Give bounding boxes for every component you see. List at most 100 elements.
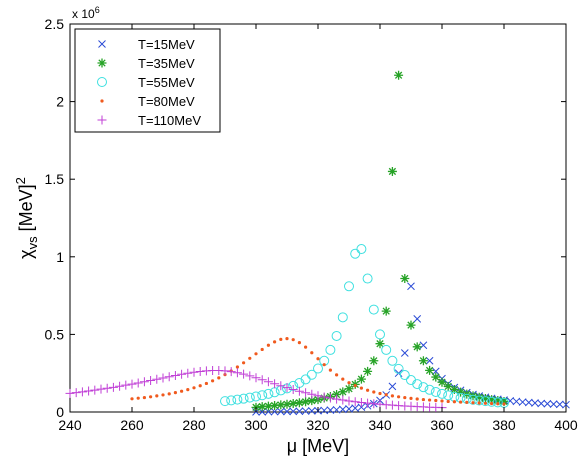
- data-point: [164, 372, 174, 382]
- data-point: [266, 343, 270, 347]
- y-tick-label: 0.5: [45, 326, 65, 342]
- data-point: [397, 395, 401, 399]
- data-point: [378, 391, 382, 396]
- data-point: [344, 281, 354, 292]
- data-point: [493, 396, 503, 406]
- data-point: [524, 398, 533, 407]
- y-axis-label: χvs [MeV]2: [13, 177, 40, 259]
- data-point: [242, 361, 246, 365]
- data-point: [400, 274, 410, 284]
- data-point: [381, 306, 391, 316]
- data-point: [496, 402, 500, 406]
- data-point: [220, 396, 230, 407]
- data-point: [375, 339, 385, 349]
- data-point: [239, 369, 249, 379]
- data-point: [84, 386, 94, 396]
- data-point: [456, 387, 466, 397]
- x-tick-label: 360: [430, 417, 454, 433]
- data-point: [289, 407, 298, 416]
- data-point: [338, 387, 348, 397]
- data-point: [173, 391, 177, 395]
- data-point: [363, 366, 373, 376]
- data-point: [322, 363, 326, 367]
- data-point: [366, 388, 370, 392]
- data-point: [320, 406, 329, 415]
- series-4: [130, 336, 506, 406]
- data-point: [313, 391, 323, 401]
- data-point: [512, 397, 521, 406]
- data-point: [465, 400, 469, 404]
- data-point: [332, 394, 342, 404]
- data-point: [301, 397, 311, 407]
- data-point: [310, 351, 314, 355]
- data-point: [347, 381, 351, 385]
- data-point: [537, 399, 546, 408]
- x-tick-label: 280: [182, 417, 206, 433]
- data-point: [133, 378, 143, 388]
- data-point: [359, 386, 363, 390]
- data-point: [400, 349, 409, 357]
- data-marks: [65, 70, 570, 416]
- data-point: [471, 401, 475, 405]
- series-5: [65, 366, 447, 413]
- data-point: [96, 384, 106, 394]
- data-point: [263, 401, 273, 411]
- data-point: [251, 373, 261, 383]
- y-tick-label: 2.5: [45, 16, 65, 32]
- data-point: [353, 384, 357, 388]
- data-point: [337, 312, 348, 323]
- data-point: [431, 367, 440, 376]
- data-point: [388, 382, 397, 391]
- data-point: [307, 407, 316, 415]
- legend-marker: [97, 115, 107, 125]
- series-3: [220, 244, 509, 408]
- data-point: [502, 402, 506, 406]
- data-point: [238, 393, 249, 404]
- x-tick-label: 240: [58, 417, 82, 433]
- data-point: [285, 336, 289, 341]
- data-point: [161, 393, 165, 397]
- data-point: [381, 344, 392, 355]
- data-point: [338, 405, 347, 414]
- data-point: [499, 396, 509, 406]
- data-point: [226, 367, 236, 377]
- data-point: [531, 399, 539, 407]
- legend-marker: [98, 40, 106, 48]
- data-point: [220, 366, 230, 376]
- data-point: [198, 384, 202, 388]
- data-point: [452, 400, 456, 404]
- data-point: [257, 375, 267, 385]
- data-point: [468, 391, 478, 401]
- data-point: [257, 402, 267, 412]
- data-point: [279, 337, 283, 341]
- data-point: [369, 356, 379, 366]
- data-point: [415, 397, 419, 401]
- data-point: [390, 394, 394, 398]
- data-point: [332, 389, 342, 399]
- y-multiplier: x 106: [72, 5, 100, 21]
- data-point: [332, 405, 341, 414]
- data-point: [217, 376, 221, 380]
- data-point: [480, 396, 491, 407]
- data-point: [372, 390, 376, 394]
- data-point: [283, 407, 291, 416]
- x-tick-label: 400: [554, 417, 578, 433]
- legend: T=15MeV T=35MeV T=55MeV T=80MeV T=110MeV: [74, 28, 221, 133]
- data-point: [483, 401, 487, 405]
- data-point: [345, 405, 353, 413]
- x-tick-label: 320: [306, 417, 330, 433]
- y-label-main: χ: [16, 249, 36, 259]
- data-point: [136, 396, 140, 400]
- data-point: [102, 383, 112, 393]
- data-point: [211, 379, 215, 383]
- data-point: [257, 390, 268, 401]
- data-point: [421, 397, 425, 402]
- data-point: [446, 399, 450, 404]
- data-point: [486, 396, 497, 407]
- data-point: [177, 369, 187, 379]
- data-point: [394, 70, 404, 80]
- data-point: [232, 368, 242, 378]
- data-point: [357, 403, 366, 412]
- data-point: [356, 398, 366, 408]
